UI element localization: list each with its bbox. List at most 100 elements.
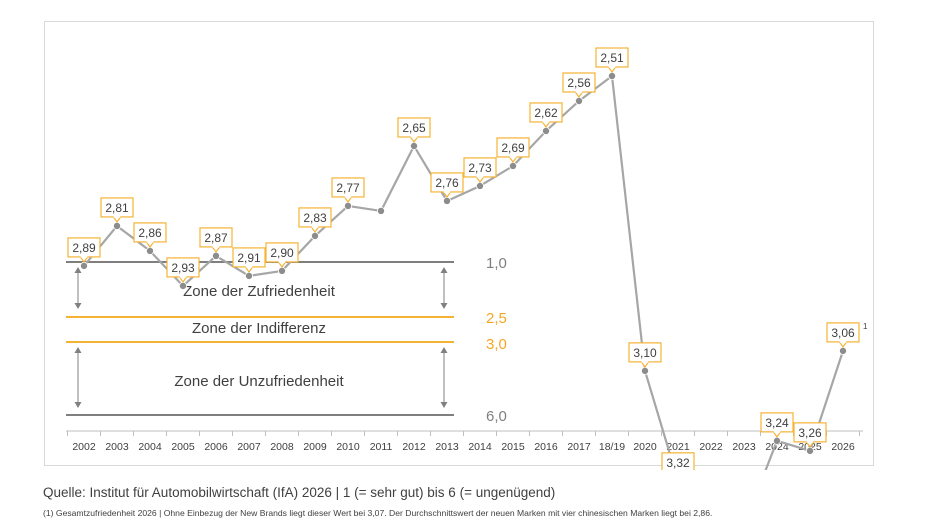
data-label-pointer-mask [575, 90, 583, 93]
x-tick-label: 2006 [204, 441, 228, 453]
x-tick-label: 2012 [402, 441, 426, 453]
x-tick-label: 2005 [171, 441, 195, 453]
data-label: 2,81 [105, 201, 129, 215]
x-tick-label: 2026 [831, 441, 855, 453]
chart-frame [44, 21, 874, 466]
data-point [409, 141, 418, 150]
data-label: 3,10 [633, 346, 657, 360]
data-label: 2,73 [468, 161, 492, 175]
zone-arrow-head [74, 267, 82, 273]
x-tick-label: 2016 [534, 441, 558, 453]
data-label-pointer-mask [146, 240, 154, 243]
data-point [113, 221, 122, 230]
data-label-pointer-mask [311, 225, 319, 228]
data-label: 3,24 [765, 416, 789, 430]
data-label-pointer-mask [113, 215, 121, 218]
data-label: 2,89 [72, 241, 96, 255]
data-label-pointer-mask [608, 65, 616, 68]
zone-arrow-head [74, 402, 82, 408]
data-point [343, 201, 352, 210]
x-tick-label: 2010 [336, 441, 360, 453]
source-note: Quelle: Institut für Automobilwirtschaft… [43, 485, 556, 500]
zone-scale-label: 3,0 [486, 336, 507, 353]
data-point [145, 246, 154, 255]
data-label: 2,62 [534, 106, 558, 120]
data-label: 3,32 [666, 456, 690, 470]
zone-scale-label: 6,0 [486, 408, 507, 425]
data-point [244, 271, 253, 280]
data-label-pointer-mask [443, 190, 451, 193]
data-point [508, 161, 517, 170]
data-point [773, 436, 782, 445]
data-point [542, 126, 551, 135]
x-tick-label: 2004 [138, 441, 162, 453]
data-point [178, 281, 187, 290]
series-line [83, 74, 845, 470]
x-tick-label: 2021 [666, 441, 690, 453]
x-tick-label: 2013 [435, 441, 459, 453]
data-point [310, 231, 319, 240]
data-point [277, 266, 286, 275]
data-label: 2,91 [237, 251, 261, 265]
data-point [211, 251, 220, 260]
data-label-pointer-mask [212, 245, 220, 248]
x-tick-label: 2011 [370, 441, 393, 453]
data-point [475, 181, 484, 190]
data-label-pointer-mask [839, 340, 847, 343]
data-label: 2,86 [138, 226, 162, 240]
data-label: 2,56 [567, 76, 591, 90]
data-label-pointer-mask [773, 430, 781, 433]
data-label: 3,26 [798, 426, 822, 440]
data-label: 2,69 [501, 141, 525, 155]
x-tick-label: 2007 [237, 441, 261, 453]
data-label-pointer-mask [476, 175, 484, 178]
data-label: 2,76 [435, 176, 459, 190]
x-tick-label: 2022 [699, 441, 723, 453]
data-point [376, 206, 385, 215]
data-point [641, 366, 650, 375]
data-label: 2,83 [303, 211, 327, 225]
data-label-footnote-marker: 1 [863, 322, 868, 331]
x-tick-label: 2003 [105, 441, 129, 453]
zone-arrow-head [440, 402, 448, 408]
x-tick-label: 2023 [732, 441, 756, 453]
data-label-pointer-mask [80, 255, 88, 258]
data-point [839, 346, 848, 355]
data-label: 2,65 [402, 121, 426, 135]
data-label-pointer-mask [509, 155, 517, 158]
zone-arrow-head [440, 303, 448, 309]
data-label-pointer-mask [344, 195, 352, 198]
data-label: 2,87 [204, 231, 228, 245]
data-label-box [661, 452, 695, 470]
data-label-pointer-mask [542, 120, 550, 123]
data-label: 2,90 [270, 246, 294, 260]
data-point [575, 96, 584, 105]
data-label-pointer-mask [806, 440, 814, 443]
footnote: (1) Gesamtzufriedenheit 2026 | Ohne Einb… [43, 508, 713, 518]
x-tick-label: 2020 [633, 441, 657, 453]
zone-scale-label: 2,5 [486, 310, 507, 327]
data-label: 2,93 [171, 261, 195, 275]
data-label: 2,77 [336, 181, 360, 195]
zone-label: Zone der Zufriedenheit [183, 283, 336, 300]
x-tick-label: 2009 [303, 441, 327, 453]
satisfaction-line-chart: 2002 2003 2004 2005 2006 2007 2008 2009 2010 2011… [66, 47, 868, 470]
x-tick-label: 2008 [270, 441, 294, 453]
data-label-pointer-mask [179, 275, 187, 278]
zone-arrow-head [74, 347, 82, 353]
data-label: 2,51 [600, 51, 624, 65]
zone-label: Zone der Indifferenz [192, 320, 326, 337]
data-point [80, 261, 89, 270]
data-label-pointer-mask [278, 260, 286, 263]
zone-scale-label: 1,0 [486, 255, 507, 272]
zone-label: Zone der Unzufriedenheit [174, 373, 344, 390]
data-point [442, 196, 451, 205]
zone-arrow-head [74, 303, 82, 309]
x-tick-label: 2002 [72, 441, 96, 453]
data-label-pointer-mask [410, 135, 418, 138]
data-label: 3,06 [831, 326, 855, 340]
x-tick-label: 2024 [765, 441, 789, 453]
x-tick-label: 2017 [567, 441, 591, 453]
x-tick-label: 18/19 [599, 441, 625, 453]
zone-arrow-head [440, 267, 448, 273]
